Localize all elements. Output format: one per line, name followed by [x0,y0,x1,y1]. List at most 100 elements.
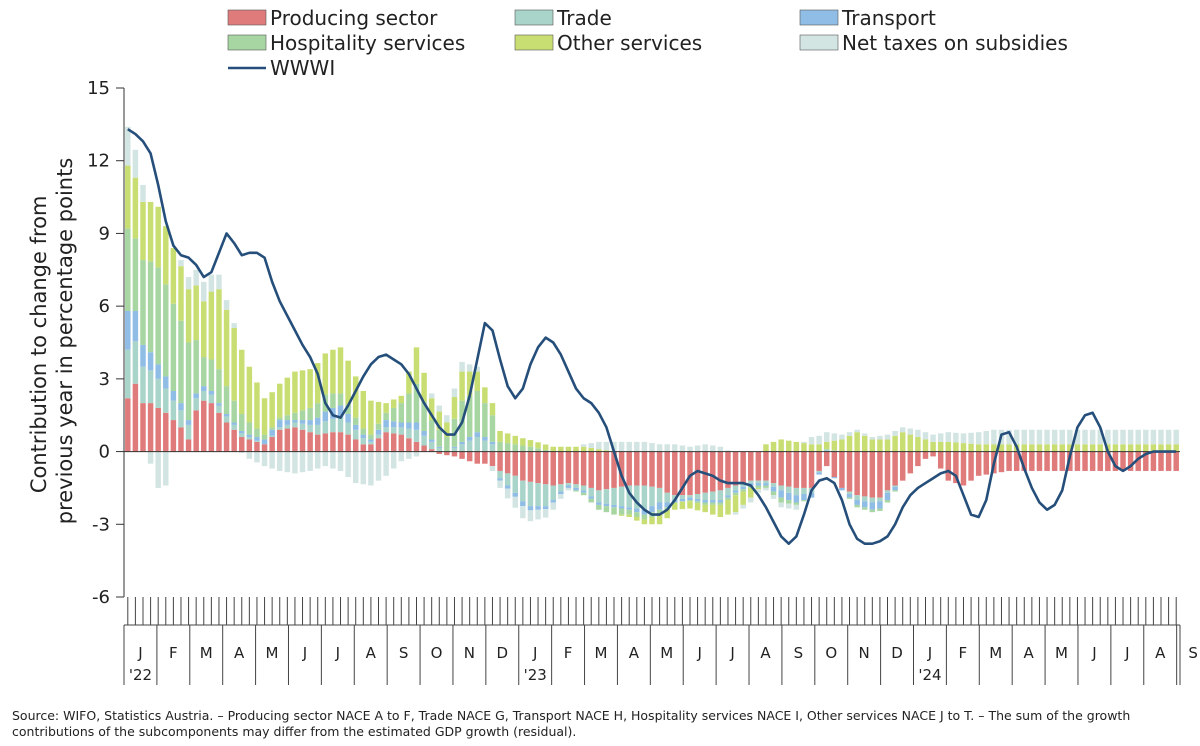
bar-30-series-5 [352,451,359,484]
legend: Producing sector Trade Transport Hospitalit… [227,6,1068,80]
bar-41-series-5 [436,405,443,412]
bar-39-series-4 [421,372,427,402]
bar-48-series-5 [489,466,496,471]
bar-65-series-0 [618,451,625,487]
bar-83-series-3 [755,485,762,488]
bar-51-series-4 [512,435,518,445]
bar-112-series-5 [975,432,982,445]
legend-label-3: Hospitality services [270,31,465,55]
bar-89-series-0 [801,451,807,488]
bar-63-series-4 [603,450,610,452]
bar-127-series-4 [1089,444,1096,452]
month-label-32: S [1188,644,1198,662]
bar-10-series-5 [201,281,207,302]
bar-86-series-2 [778,490,784,498]
bar-79-series-5 [725,450,731,452]
bar-83-series-5 [755,489,762,493]
bar-65-series-5 [618,441,625,452]
bar-106-series-4 [930,441,936,452]
bar-91-series-2 [816,472,822,475]
bar-114-series-5 [991,429,997,445]
bar-100-series-3 [884,500,891,503]
month-label-11: D [497,644,509,662]
bar-48-series-3 [489,415,496,442]
bar-133-series-5 [1135,429,1141,445]
legend-label-0: Producing sector [270,6,438,30]
bar-41-series-4 [436,411,443,430]
bar-45-series-5 [466,364,473,372]
bar-47-series-4 [482,387,488,404]
bar-53-series-1 [527,481,534,507]
bar-104-series-0 [915,451,921,467]
month-label-1: F [169,644,178,662]
bar-62-series-0 [596,451,602,491]
bar-89-series-4 [801,443,807,452]
bar-40-series-0 [428,449,435,452]
bar-111-series-0 [968,451,974,481]
bar-35-series-4 [390,399,397,408]
month-label-8: S [399,644,409,662]
bar-21-series-2 [284,420,291,425]
bar-136-series-0 [1158,451,1164,471]
bar-68-series-1 [641,485,648,510]
bar-40-series-3 [428,420,435,440]
bar-25-series-3 [314,403,321,418]
bar-68-series-3 [641,514,648,520]
bar-79-series-1 [725,487,731,496]
bar-10-series-3 [201,357,207,387]
bar-73-series-5 [679,445,686,452]
bar-61-series-4 [588,447,594,452]
bar-6-series-2 [170,390,177,401]
bar-5-series-3 [163,284,169,377]
bar-87-series-1 [786,486,792,493]
bar-50-series-2 [504,485,511,489]
month-label-19: A [760,644,771,662]
bar-5-series-5 [163,451,169,486]
month-label-17: J [696,644,701,662]
bar-111-series-4 [968,443,974,452]
bar-3-series-0 [147,403,154,452]
bar-80-series-4 [732,495,739,513]
bar-84-series-3 [763,485,769,488]
bar-15-series-1 [239,433,245,438]
bar-96-series-2 [854,500,860,505]
bar-85-series-4 [770,441,777,452]
bar-46-series-0 [474,451,480,464]
bar-107-series-0 [937,451,944,469]
bar-120-series-4 [1036,444,1043,452]
bar-116-series-4 [1006,444,1012,452]
bar-131-series-0 [1120,451,1126,471]
bar-104-series-5 [915,429,921,438]
bar-97-series-0 [861,451,868,497]
wwwi-line [127,128,1177,545]
bar-124-series-4 [1067,444,1073,452]
bar-25-series-5 [314,451,321,469]
bar-16-series-2 [246,434,253,438]
bar-41-series-1 [436,447,443,452]
bar-97-series-5 [861,433,868,436]
bar-105-series-4 [922,439,929,452]
bar-106-series-5 [930,434,936,442]
bar-92-series-1 [824,449,830,452]
bar-93-series-2 [831,477,838,479]
bar-57-series-2 [558,491,564,494]
bar-22-series-0 [292,427,298,452]
bar-59-series-3 [573,490,579,492]
bar-119-series-0 [1029,451,1035,471]
legend-swatch-5 [799,34,839,51]
bar-100-series-0 [884,451,891,491]
bar-50-series-3 [504,443,511,452]
bar-37-series-2 [406,422,412,429]
bar-49-series-0 [497,451,503,471]
bar-8-series-2 [185,420,192,425]
y-axis-label: Contribution to change from previous yea… [27,158,77,525]
bar-71-series-5 [664,444,670,452]
bar-101-series-1 [892,485,898,487]
bar-54-series-3 [535,448,541,452]
bar-2-series-4 [140,201,146,261]
bar-99-series-3 [877,508,883,511]
bar-31-series-0 [360,444,367,452]
bar-120-series-0 [1036,451,1043,471]
bar-29-series-0 [345,434,351,452]
bar-47-series-3 [482,403,488,438]
